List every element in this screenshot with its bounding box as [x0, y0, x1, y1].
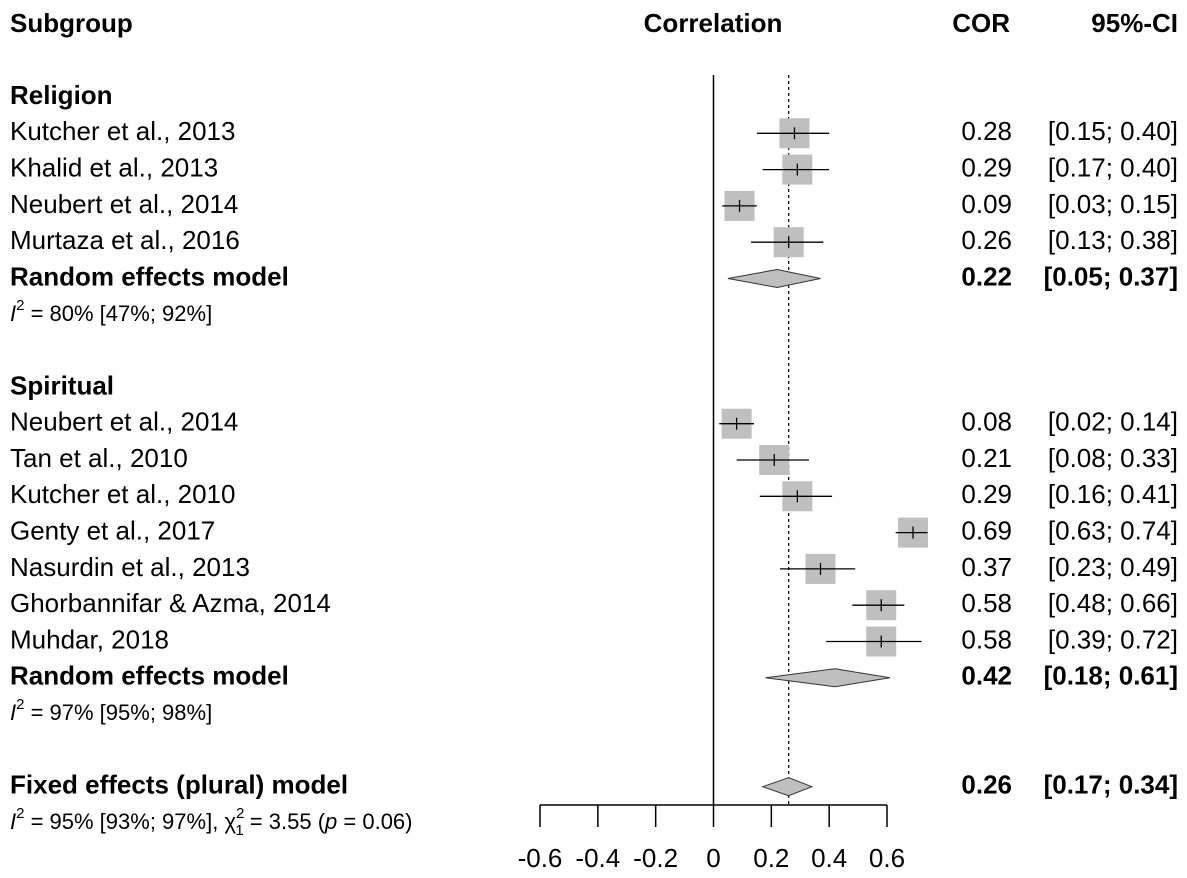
x-tick-label: 0.6 [869, 843, 905, 873]
study-name: Tan et al., 2010 [10, 443, 188, 473]
ci-label: [0.02; 0.14] [1048, 407, 1178, 437]
group-title: Spiritual [10, 370, 114, 400]
cor-value: 0.58 [961, 588, 1012, 618]
cor-value: 0.26 [961, 225, 1012, 255]
diamond [765, 668, 890, 688]
header-ci: 95%-CI [1091, 8, 1178, 38]
heterogeneity: I2 = 95% [93%; 97%], χ2 1 = 3.55 (p = 0.0… [10, 805, 413, 839]
ci-label: [0.17; 0.40] [1048, 152, 1178, 182]
header-subgroup: Subgroup [10, 8, 133, 38]
cor-value: 0.08 [961, 407, 1012, 437]
study-name: Kutcher et al., 2013 [10, 116, 235, 146]
ci-label: [0.39; 0.72] [1048, 624, 1178, 654]
cor-value: 0.09 [961, 189, 1012, 219]
ci-label: [0.03; 0.15] [1048, 189, 1178, 219]
cor-value: 0.69 [961, 515, 1012, 545]
ci-label: [0.16; 0.41] [1048, 479, 1178, 509]
x-tick-label: 0.4 [811, 843, 847, 873]
het-text: = 80% [47%; 92%] [24, 301, 212, 326]
x-tick-label: 0.2 [753, 843, 789, 873]
x-tick-label: -0.2 [633, 843, 678, 873]
cor-value: 0.21 [961, 443, 1012, 473]
ci-label: [0.48; 0.66] [1048, 588, 1178, 618]
diamond [761, 777, 814, 797]
study-name: Genty et al., 2017 [10, 515, 215, 545]
x-tick-label: 0 [706, 843, 720, 873]
heterogeneity: I2 = 80% [47%; 92%] [10, 297, 212, 326]
overall-name: Fixed effects (plural) model [10, 770, 348, 800]
heterogeneity: I2 = 97% [95%; 98%] [10, 696, 212, 725]
pooled-name: Random effects model [10, 261, 289, 291]
het-sup: 2 [16, 696, 24, 713]
x-tick-label: -0.6 [518, 843, 563, 873]
study-name: Khalid et al., 2013 [10, 152, 218, 182]
ci-label: [0.17; 0.34] [1044, 770, 1178, 800]
chi-sup: 2 [236, 805, 244, 822]
diamond [727, 268, 821, 289]
cor-value: 0.42 [961, 661, 1012, 691]
chi-sub: 1 [235, 822, 243, 839]
cor-value: 0.26 [961, 770, 1012, 800]
header-effect: Correlation [644, 8, 783, 38]
het-symbol: I [10, 301, 16, 326]
x-tick-label: -0.4 [575, 843, 620, 873]
p-text: = 0.06) [337, 809, 412, 834]
test-stat: = 3.55 ( [244, 809, 326, 834]
ci-label: [0.08; 0.33] [1048, 443, 1178, 473]
cor-value: 0.58 [961, 624, 1012, 654]
group-title: Religion [10, 80, 113, 110]
study-name: Ghorbannifar & Azma, 2014 [10, 588, 331, 618]
het-text: = 97% [95%; 98%] [24, 700, 212, 725]
ci-label: [0.13; 0.38] [1048, 225, 1178, 255]
cor-value: 0.29 [961, 479, 1012, 509]
cor-value: 0.29 [961, 152, 1012, 182]
p-symbol: p [324, 809, 337, 834]
cor-value: 0.28 [961, 116, 1012, 146]
pooled-name: Random effects model [10, 661, 289, 691]
ci-label: [0.05; 0.37] [1044, 261, 1178, 291]
ci-label: [0.23; 0.49] [1048, 552, 1178, 582]
cor-value: 0.37 [961, 552, 1012, 582]
ci-label: [0.63; 0.74] [1048, 515, 1178, 545]
het-sup: 2 [16, 805, 24, 822]
study-name: Nasurdin et al., 2013 [10, 552, 250, 582]
study-name: Muhdar, 2018 [10, 624, 169, 654]
het-sup: 2 [16, 297, 24, 314]
chi-symbol: χ [224, 809, 236, 834]
study-name: Neubert et al., 2014 [10, 407, 238, 437]
het-text: = 95% [93%; 97%], [24, 809, 224, 834]
study-name: Kutcher et al., 2010 [10, 479, 235, 509]
cor-value: 0.22 [961, 261, 1012, 291]
study-name: Murtaza et al., 2016 [10, 225, 240, 255]
ci-label: [0.18; 0.61] [1044, 661, 1178, 691]
header-cor: COR [952, 8, 1010, 38]
het-symbol: I [10, 809, 16, 834]
study-name: Neubert et al., 2014 [10, 189, 238, 219]
het-symbol: I [10, 700, 16, 725]
ci-label: [0.15; 0.40] [1048, 116, 1178, 146]
